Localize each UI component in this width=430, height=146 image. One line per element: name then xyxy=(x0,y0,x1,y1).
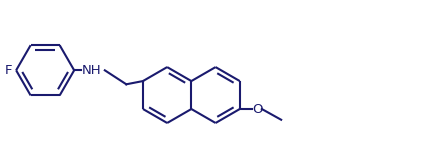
Text: F: F xyxy=(4,64,12,77)
Text: NH: NH xyxy=(82,64,101,77)
Text: O: O xyxy=(253,102,263,115)
